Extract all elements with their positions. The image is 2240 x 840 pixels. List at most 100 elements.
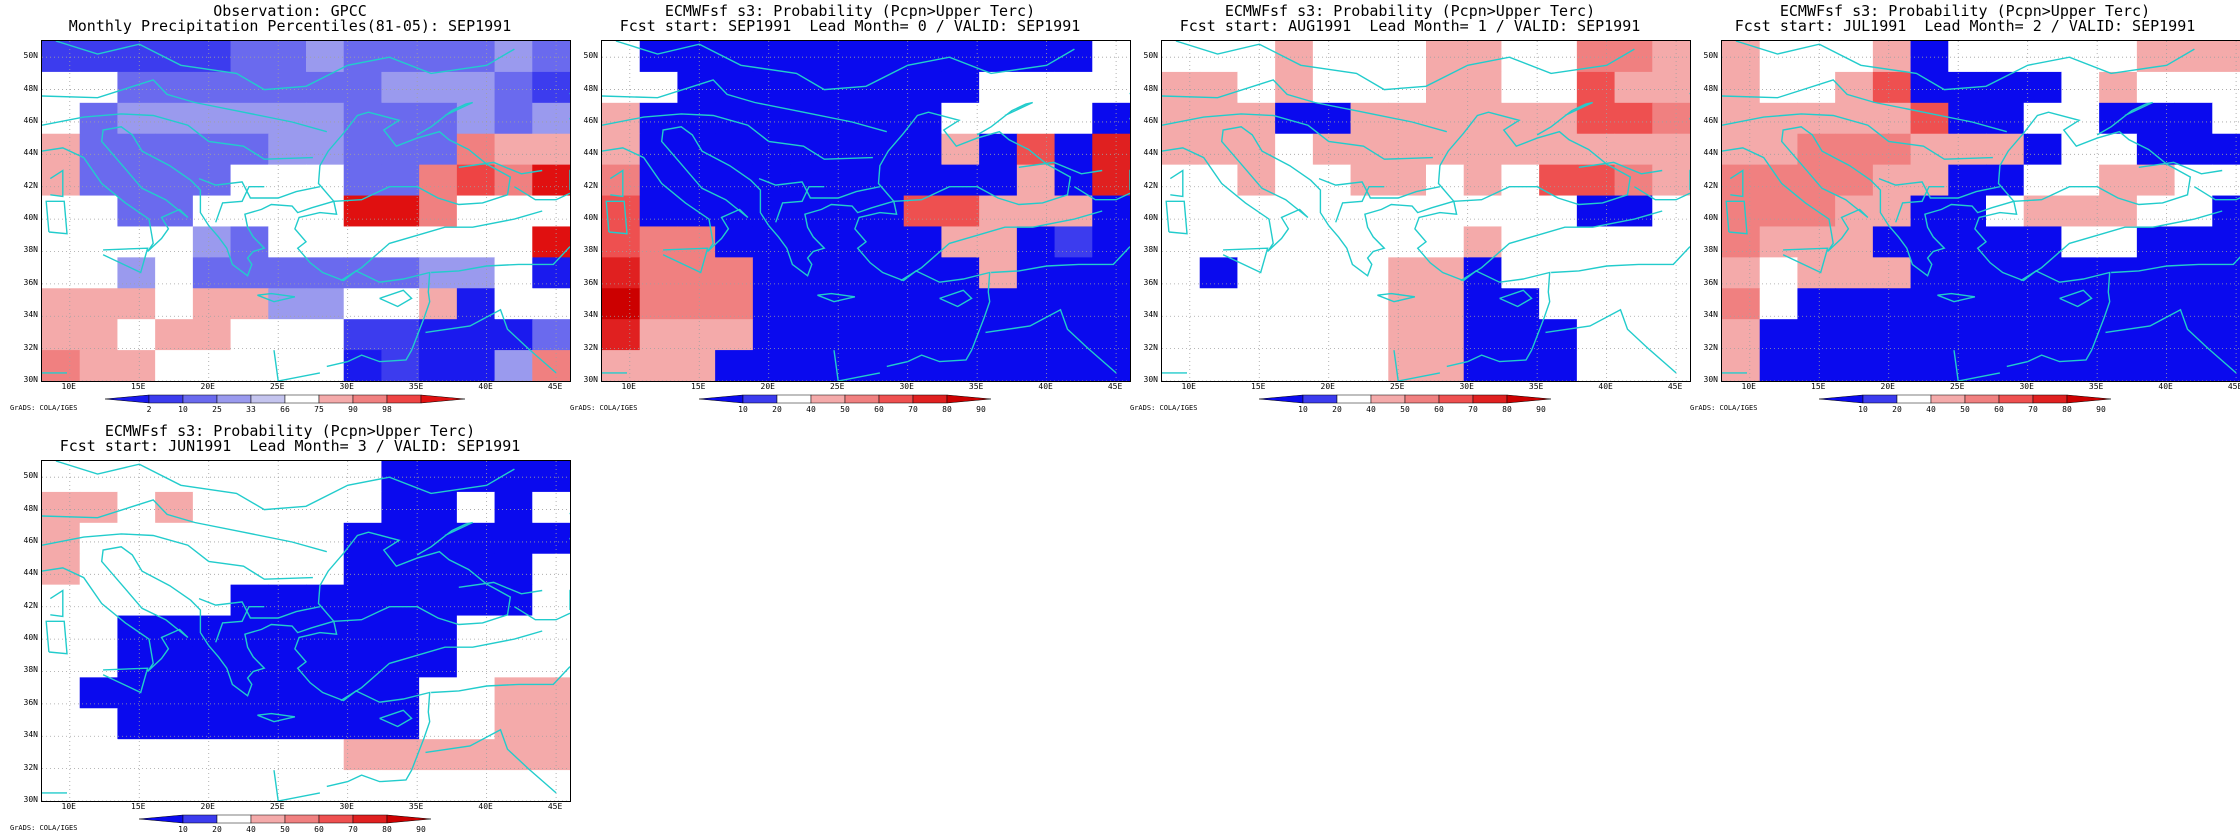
coastline [42, 533, 313, 580]
grid-cell [42, 553, 81, 586]
grid-cell [1237, 350, 1276, 381]
colorbar-segment [318, 814, 354, 824]
grid-cell [494, 226, 533, 258]
colorbar-segment [1862, 394, 1898, 404]
lon-tick-label: 30E [339, 382, 354, 391]
coastline [1953, 350, 2001, 381]
map-svg [42, 461, 570, 801]
grid-cell [1797, 102, 1836, 135]
colorbar-label: 80 [2062, 405, 2072, 414]
grads-credit: GrADS: COLA/IGES [10, 404, 78, 412]
grid-cell [230, 195, 269, 227]
grid-cell [1759, 195, 1798, 227]
grid-cell [419, 461, 458, 493]
grid-cell [1652, 102, 1690, 135]
coastline [1162, 79, 1447, 133]
grid-cell [306, 288, 345, 320]
lat-tick-label: 32N [23, 342, 38, 352]
grid-cell [230, 102, 269, 135]
grid-cell [117, 133, 156, 166]
grid-cell [1986, 319, 2025, 351]
grid-cell [1576, 257, 1616, 289]
grid-cell [752, 319, 792, 351]
grid-cell [1388, 41, 1427, 73]
grid-cell [1199, 226, 1238, 258]
grid-cell [2136, 350, 2176, 381]
grid-cell [1054, 257, 1093, 289]
grid-cell [494, 288, 533, 320]
grid-cell [1501, 288, 1540, 320]
grid-cell [381, 584, 420, 617]
grid-cell [155, 288, 194, 320]
grid-cell [419, 553, 458, 586]
grid-cell [419, 491, 458, 524]
grid-cell [1576, 164, 1616, 197]
colorbar-label: 40 [1926, 405, 1936, 414]
grid-cell [192, 615, 232, 647]
grid-cell [532, 257, 570, 289]
coastline [45, 620, 68, 655]
grid-cell [42, 646, 81, 678]
grid-cell [42, 71, 81, 104]
panel-observation-gpcc: Observation: GPCC Monthly Precipitation … [10, 3, 571, 423]
grid-cell [2099, 319, 2138, 351]
grid-cell [1275, 133, 1314, 166]
lon-tick-label: 15E [131, 802, 146, 811]
grid-cell [715, 102, 754, 135]
grid-cell [752, 41, 792, 73]
grid-cell [494, 584, 533, 617]
grid-cell [2023, 71, 2062, 104]
grid-cell [1576, 288, 1616, 320]
grid-cell [381, 553, 420, 586]
grid-cell [1275, 164, 1314, 197]
lat-tick-label: 30N [1143, 375, 1158, 384]
coastline [49, 589, 64, 618]
grid-cell [456, 102, 496, 135]
colorbar-segment [1930, 394, 1966, 404]
grid-cell [268, 288, 307, 320]
grid-cell [790, 195, 829, 227]
coastline [1782, 247, 1829, 274]
grid-cell [494, 522, 533, 555]
grid-cell [1199, 71, 1238, 104]
grid-cell [979, 195, 1018, 227]
colorbar-label: 66 [280, 405, 290, 414]
grid-cell [2099, 350, 2138, 381]
grid-cell [268, 319, 307, 351]
grid-cell [268, 739, 307, 771]
grid-cell [306, 739, 345, 771]
grid-cell [155, 646, 194, 678]
grid-cell [456, 646, 496, 678]
grid-cell [903, 71, 942, 104]
lon-tick-label: 25E [829, 382, 845, 391]
grid-cell [1016, 319, 1056, 351]
grid-cell [941, 164, 980, 197]
lon-tick-label: 40E [478, 382, 493, 391]
colorbar-label: 10 [178, 405, 188, 414]
grid-cell [343, 350, 382, 381]
panel-title-line2: Monthly Precipitation Percentiles(81-05)… [68, 17, 512, 35]
grid-cell [1872, 102, 1912, 135]
grid-cell [230, 41, 269, 73]
grid-cell [1312, 102, 1352, 135]
coastline [1878, 177, 2001, 199]
grid-cell [343, 288, 382, 320]
lat-tick-label: 50N [23, 51, 38, 61]
grid-cell [117, 677, 156, 709]
grid-cell [715, 41, 754, 73]
grid-cell [1614, 350, 1653, 381]
grid-cell [532, 708, 570, 740]
lat-tick-label: 32N [1703, 342, 1718, 352]
colorbar-label: 20 [1892, 405, 1902, 414]
grid-cell [306, 226, 345, 258]
grid-cell [1614, 288, 1653, 320]
coastline [431, 666, 570, 694]
grid-cell [343, 319, 382, 351]
grid-cell [2023, 226, 2062, 258]
coastline [1722, 79, 2007, 133]
grid-cell [903, 226, 942, 258]
lon-tick-label: 10E [61, 802, 76, 811]
colorbar-label: 80 [942, 405, 952, 414]
grid-cell [979, 102, 1018, 135]
grid-cell [117, 646, 156, 678]
